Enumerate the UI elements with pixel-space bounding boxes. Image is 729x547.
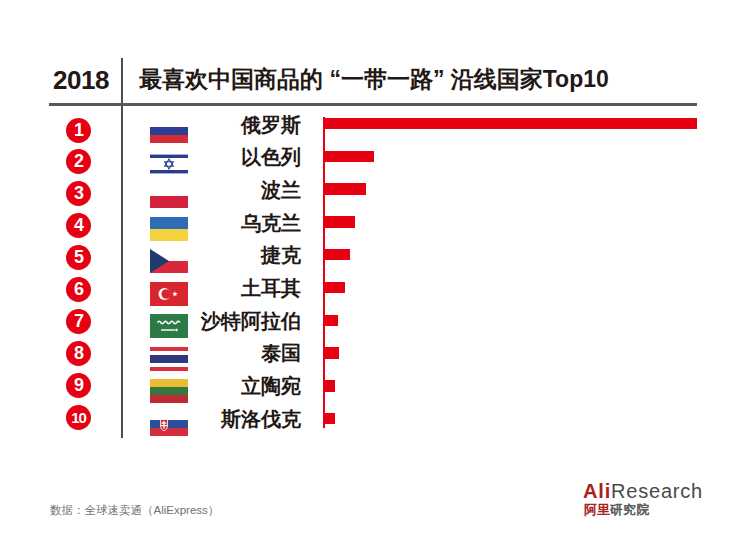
rank-badge: 3 <box>66 181 91 206</box>
country-flag-icon <box>150 347 188 371</box>
value-bar <box>323 282 345 294</box>
rank-badge: 4 <box>66 213 91 238</box>
value-bar <box>323 347 339 359</box>
ranking-row: 1 俄罗斯 <box>0 0 729 547</box>
ranking-row: 4 乌克兰 <box>0 0 729 547</box>
country-flag-icon <box>150 282 188 306</box>
ranking-row: 7 沙特阿拉伯 <box>0 0 729 547</box>
country-label: 俄罗斯 <box>180 114 301 136</box>
country-label: 立陶宛 <box>180 375 301 397</box>
rank-badge: 7 <box>66 309 91 334</box>
country-flag-icon <box>150 314 188 338</box>
value-bar <box>323 249 350 261</box>
country-label: 泰国 <box>180 342 301 364</box>
ranking-row: 2 以色列 <box>0 0 729 547</box>
country-flag-icon <box>150 217 188 241</box>
logo-cn-gray-text: 研究院 <box>610 503 649 517</box>
ranking-row: 8 泰国 <box>0 0 729 547</box>
value-bar <box>323 118 697 130</box>
country-label: 土耳其 <box>180 277 301 299</box>
country-flag-icon <box>150 152 188 176</box>
value-bar <box>323 151 374 163</box>
rank-badge: 2 <box>66 149 91 174</box>
country-label: 波兰 <box>180 179 301 201</box>
chart-axis-line <box>323 117 325 428</box>
logo-ali-text: Ali <box>583 480 611 502</box>
bar-chart: 1 俄罗斯 2 以色列 3 波兰 4 乌克兰 5 捷克 6 土耳其 7 沙特阿拉… <box>0 0 729 547</box>
country-label: 沙特阿拉伯 <box>180 310 301 332</box>
country-label: 斯洛伐克 <box>180 408 301 430</box>
rank-badge: 10 <box>66 405 91 430</box>
logo-cn-red-text: 阿里 <box>584 503 610 517</box>
aliresearch-logo-chinese: 阿里研究院 <box>584 502 650 519</box>
logo-research-text: Research <box>611 480 703 502</box>
ranking-row: 9 立陶宛 <box>0 0 729 547</box>
ranking-row: 6 土耳其 <box>0 0 729 547</box>
rank-badge: 1 <box>66 118 91 143</box>
country-label: 以色列 <box>180 146 301 168</box>
rank-badge: 6 <box>66 277 91 302</box>
ranking-row: 3 波兰 <box>0 0 729 547</box>
ranking-row: 5 捷克 <box>0 0 729 547</box>
country-label: 乌克兰 <box>180 212 301 234</box>
rank-badge: 9 <box>66 373 91 398</box>
rank-badge: 8 <box>66 341 91 366</box>
country-label: 捷克 <box>180 244 301 266</box>
country-flag-icon <box>150 119 188 143</box>
value-bar <box>323 315 338 327</box>
country-flag-icon <box>150 379 188 403</box>
rank-badge: 5 <box>66 245 91 270</box>
country-flag-icon <box>150 249 188 273</box>
country-flag-icon <box>150 412 188 436</box>
value-bar <box>323 216 355 228</box>
aliresearch-logo: AliResearch <box>583 480 703 503</box>
ranking-row: 10 斯洛伐克 <box>0 0 729 547</box>
value-bar <box>323 183 366 195</box>
data-source-label: 数据：全球速卖通（AliExpress） <box>50 503 219 518</box>
country-flag-icon <box>150 184 188 208</box>
